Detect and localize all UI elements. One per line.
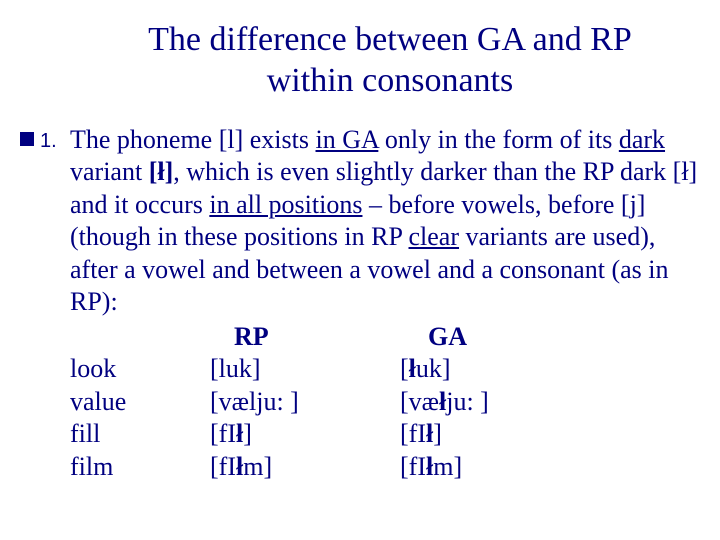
- slide: The difference between GA and RP within …: [0, 0, 720, 503]
- header-rp: RP: [210, 321, 424, 354]
- para-p5: variant: [70, 157, 149, 186]
- ga-cell: [fIł]: [400, 418, 590, 451]
- title-line-1: The difference between GA and RP: [148, 21, 632, 58]
- para-p4: dark: [619, 125, 665, 154]
- title-line-2: within consonants: [267, 62, 513, 99]
- list-number: 1.: [20, 124, 70, 153]
- list-number-text: 1.: [40, 130, 57, 152]
- word-cell: fill: [70, 418, 210, 451]
- table-row: look [luk] [łuk]: [70, 353, 700, 386]
- table-row: value [vælju: ] [væłju: ]: [70, 386, 700, 419]
- rp-cell: [luk]: [210, 353, 400, 386]
- word-cell: film: [70, 451, 210, 484]
- para-p10: clear: [409, 222, 460, 251]
- table-row: film [fIłm] [fIłm]: [70, 451, 700, 484]
- para-p3: only in the form of its: [378, 125, 618, 154]
- header-ga: GA: [424, 321, 618, 354]
- para-p2: in GA: [316, 125, 379, 154]
- slide-title: The difference between GA and RP within …: [20, 20, 700, 102]
- word-cell: value: [70, 386, 210, 419]
- para-p1: The phoneme [l] exists: [70, 125, 316, 154]
- rp-cell: [fIł]: [210, 418, 400, 451]
- phonetic-table: RP GA look [luk] [łuk] value [vælju: ] […: [70, 321, 700, 484]
- body-text: The phoneme [l] exists in GA only in the…: [70, 124, 700, 484]
- para-p6: [ł]: [149, 157, 174, 186]
- table-header: RP GA: [70, 321, 700, 354]
- word-cell: look: [70, 353, 210, 386]
- header-empty: [70, 321, 210, 354]
- rp-cell: [fIłm]: [210, 451, 400, 484]
- content-area: 1. The phoneme [l] exists in GA only in …: [20, 124, 700, 484]
- ga-cell: [fIłm]: [400, 451, 590, 484]
- para-p8: in all positions: [209, 190, 362, 219]
- ga-cell: [łuk]: [400, 353, 590, 386]
- rp-cell: [vælju: ]: [210, 386, 400, 419]
- table-row: fill [fIł] [fIł]: [70, 418, 700, 451]
- ga-cell: [væłju: ]: [400, 386, 590, 419]
- bullet-icon: [20, 132, 34, 146]
